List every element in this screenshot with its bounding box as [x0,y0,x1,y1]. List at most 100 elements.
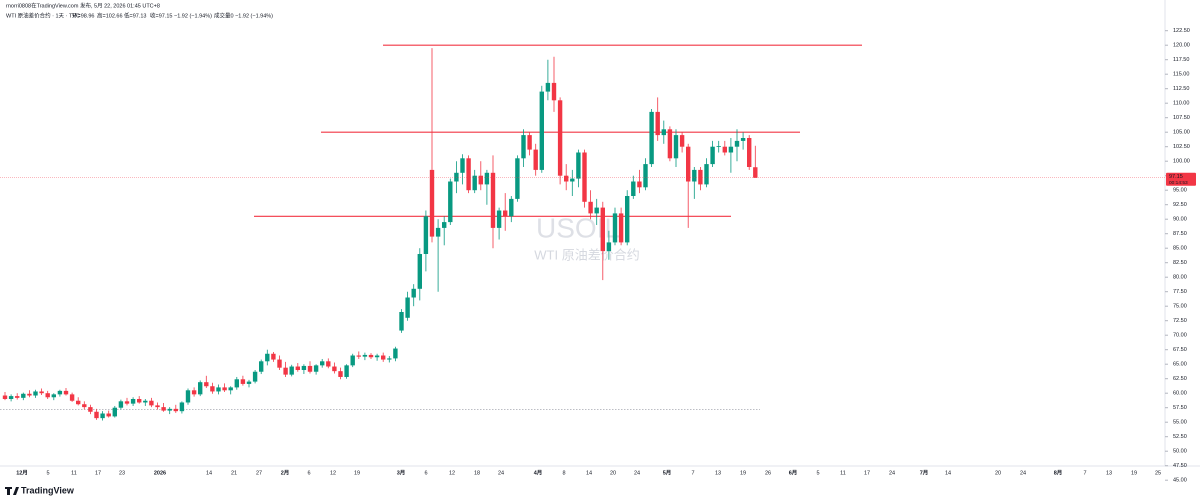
candle-body [191,390,197,395]
candle-body [643,164,648,188]
candle-body [606,242,612,252]
x-tick-label: 24 [889,470,895,476]
candle-body [57,390,63,395]
candle-body [15,396,20,398]
y-tick-label: 57.50 [1173,405,1187,411]
candle-body [94,411,99,419]
x-tick-label: 17 [95,470,101,476]
legend-item: 开=98.96 [72,12,94,19]
candle-body [490,172,496,228]
y-tick-label: 120.00 [1173,43,1190,49]
candle-body [582,152,587,202]
x-tick-label: 20 [995,470,1001,476]
candle-body [496,210,502,228]
candle-body [45,393,50,398]
y-tick-label: 112.50 [1173,86,1189,92]
candle-body [667,129,673,159]
candle-body [527,135,532,150]
candle-body [277,359,282,368]
credit: rnorri0808在TradingView.com 发布, 5月 22, 20… [6,1,160,9]
candle-body [710,146,715,165]
x-tick-label: 2026 [154,470,166,476]
x-tick-label: 14 [945,470,951,476]
candle-body [716,146,721,147]
candle-body [82,404,87,408]
candle-body [76,400,81,405]
x-tick-label: 2月 [281,468,290,476]
x-tick-label: 3月 [397,468,406,476]
candle-body [515,158,520,199]
candle-body [344,365,349,377]
x-tick-label: 19 [1131,470,1137,476]
candle-body [240,379,246,384]
candle-body [51,394,56,398]
candle-body [216,387,221,392]
legend-item: 收=97.15 −1.92 (−1.94%) [150,11,212,19]
candle-body [692,169,697,182]
y-tick-label: 95.00 [1173,188,1187,194]
x-tick-label: 18 [474,470,480,476]
candle-body [381,355,386,360]
candle-body [649,111,654,165]
x-tick-label: 7 [691,470,694,476]
x-tick-label: 12 [330,470,336,476]
candle-body [2,395,8,399]
candle-body [179,402,185,412]
brand-logo: TradingView [5,485,75,495]
y-tick-label: 60.00 [1173,391,1187,397]
y-tick-label: 117.50 [1173,57,1189,63]
x-tick-label: 12月 [16,468,28,476]
y-tick-label: 67.50 [1173,347,1187,353]
y-tick-label: 65.00 [1173,362,1187,368]
candle-body [747,138,752,167]
candle-body [655,111,660,136]
candle-body [252,371,258,382]
candle-body [374,355,380,358]
candle-body [118,401,124,408]
candle-body [686,146,691,182]
candle-body [442,222,447,228]
candle-body [222,387,227,391]
candle-body [210,386,215,392]
candle-body [307,365,313,372]
candle-body [503,210,508,217]
x-tick-label: 11 [840,470,846,476]
candle-body [521,135,526,159]
candle-body [545,82,551,92]
x-tick-label: 24 [634,470,640,476]
x-tick-label: 23 [119,470,125,476]
candle-body [460,158,465,173]
candle-body [417,254,422,289]
candle-body [8,396,14,399]
candle-body [313,365,319,372]
candle-body [112,407,117,417]
y-tick-label: 105.00 [1173,130,1190,136]
candle-body [185,390,191,403]
price-label: 97.15 [1169,174,1183,180]
candle-body [173,408,178,412]
candle-body [478,175,483,185]
candle-body [143,400,148,403]
x-tick-label: 6月 [789,468,798,476]
x-tick-label: 7月 [920,468,929,476]
y-tick-label: 55.00 [1173,420,1187,426]
y-tick-label: 45.00 [1173,478,1187,484]
candle-body [704,164,709,185]
candle-body [405,297,410,318]
x-tick-label: 5 [46,470,49,476]
candle-body [722,146,727,153]
candle-body [149,400,154,406]
candle-body [161,407,166,411]
candle-body [33,391,38,396]
candle-body [454,172,459,182]
legend-item: 成交量0 −1.92 (−1.94%) [214,11,273,19]
candle-body [246,381,252,384]
candle-body [557,100,563,176]
candle-body [155,405,160,408]
x-tick-label: 14 [206,470,212,476]
y-tick-label: 85.00 [1173,246,1187,252]
candle-body [698,169,703,185]
candle-body [423,216,429,254]
candle-body [27,393,32,396]
